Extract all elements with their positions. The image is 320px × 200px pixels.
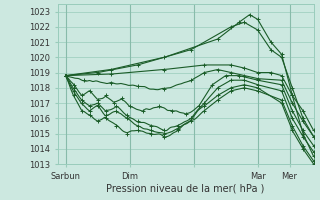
X-axis label: Pression niveau de la mer( hPa ): Pression niveau de la mer( hPa ) <box>107 183 265 193</box>
